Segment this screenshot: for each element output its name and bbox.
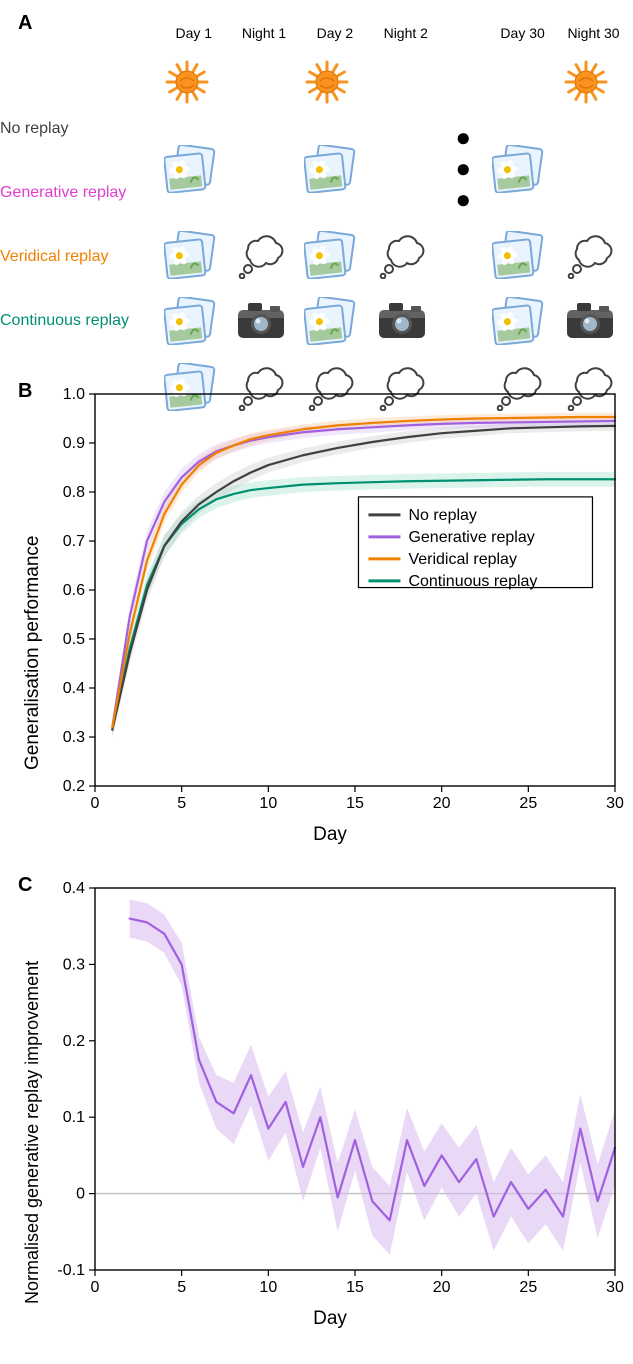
photos-icon bbox=[303, 228, 366, 282]
row-label: No replay bbox=[0, 120, 150, 138]
svg-text:0.8: 0.8 bbox=[63, 484, 85, 501]
legend-item: No replay bbox=[408, 507, 476, 524]
svg-text:0: 0 bbox=[91, 795, 100, 812]
thought-icon bbox=[374, 228, 437, 282]
camera-icon bbox=[233, 294, 296, 348]
photos-icon bbox=[491, 121, 554, 216]
panel-c-ylabel: Normalised generative replay improvement bbox=[22, 961, 43, 1304]
col-header: Day 1 bbox=[163, 24, 225, 43]
row-label: Continuous replay bbox=[0, 312, 150, 330]
panel-a: A Day 1 Night 1 Day 2 Night 2 Day 30 Night 30… bbox=[0, 10, 633, 370]
sun-icon bbox=[562, 55, 625, 109]
svg-text:0: 0 bbox=[91, 1279, 100, 1296]
moon-icon bbox=[491, 55, 554, 109]
chart-c-svg: 0 5 10 15 20 25 30 -0.1 0 0.1 0.2 0.3 0.4 bbox=[33, 874, 633, 1304]
svg-text:5: 5 bbox=[177, 795, 186, 812]
camera-icon bbox=[374, 294, 437, 348]
svg-text:0.1: 0.1 bbox=[63, 1109, 85, 1126]
photos-icon bbox=[163, 228, 225, 282]
legend-item: Veridical replay bbox=[408, 551, 517, 568]
moon-icon bbox=[233, 55, 296, 109]
svg-text:30: 30 bbox=[606, 795, 624, 812]
svg-text:0: 0 bbox=[76, 1186, 85, 1203]
panel-b-xlabel: Day bbox=[60, 824, 600, 846]
svg-text:0.5: 0.5 bbox=[63, 631, 85, 648]
svg-text:0.3: 0.3 bbox=[63, 729, 85, 746]
ellipsis-icon: ● ● ● bbox=[445, 121, 483, 216]
svg-text:10: 10 bbox=[259, 795, 277, 812]
moon-icon bbox=[374, 55, 437, 109]
photos-icon bbox=[163, 294, 225, 348]
panel-b-ylabel: Generalisation performance bbox=[22, 536, 44, 770]
svg-text:15: 15 bbox=[346, 1279, 364, 1296]
svg-text:0.9: 0.9 bbox=[63, 435, 85, 452]
camera-icon bbox=[562, 294, 625, 348]
svg-text:20: 20 bbox=[433, 1279, 451, 1296]
panel-b: B Generalisation performance 0 5 10 15 20 25 3… bbox=[0, 380, 633, 860]
col-header: Day 2 bbox=[303, 24, 366, 43]
figure: A Day 1 Night 1 Day 2 Night 2 Day 30 Night 30… bbox=[0, 0, 633, 1364]
legend-item: Continuous replay bbox=[408, 573, 537, 590]
col-header: Night 30 bbox=[562, 24, 625, 43]
svg-text:0.4: 0.4 bbox=[63, 680, 85, 697]
svg-text:10: 10 bbox=[259, 1279, 277, 1296]
thought-icon bbox=[562, 228, 625, 282]
photos-icon bbox=[163, 121, 225, 216]
sun-icon bbox=[303, 55, 366, 109]
photos-icon bbox=[491, 294, 554, 348]
svg-text:30: 30 bbox=[606, 1279, 624, 1296]
panel-c-label: C bbox=[18, 874, 32, 897]
svg-text:15: 15 bbox=[346, 795, 364, 812]
col-header: Night 1 bbox=[233, 24, 296, 43]
svg-text:5: 5 bbox=[177, 1279, 186, 1296]
row-label: Veridical replay bbox=[0, 248, 150, 266]
legend-item: Generative replay bbox=[408, 529, 534, 546]
col-header: Day 30 bbox=[491, 24, 554, 43]
row-label: Generative replay bbox=[0, 184, 150, 202]
svg-text:0.2: 0.2 bbox=[63, 778, 85, 795]
svg-text:0.4: 0.4 bbox=[63, 880, 85, 897]
thought-icon bbox=[233, 228, 296, 282]
col-header: Night 2 bbox=[374, 24, 437, 43]
svg-text:0.3: 0.3 bbox=[63, 956, 85, 973]
panel-a-label: A bbox=[18, 12, 32, 35]
svg-text:1.0: 1.0 bbox=[63, 386, 85, 403]
svg-text:25: 25 bbox=[519, 795, 537, 812]
panel-b-label: B bbox=[18, 380, 32, 403]
svg-text:20: 20 bbox=[433, 795, 451, 812]
svg-text:0.6: 0.6 bbox=[63, 582, 85, 599]
col-header bbox=[445, 24, 483, 43]
panel-c: C Normalised generative replay improveme… bbox=[0, 874, 633, 1344]
photos-icon bbox=[303, 294, 366, 348]
photos-icon bbox=[303, 121, 366, 216]
svg-text:0.7: 0.7 bbox=[63, 533, 85, 550]
photos-icon bbox=[491, 228, 554, 282]
svg-text:25: 25 bbox=[519, 1279, 537, 1296]
panel-c-xlabel: Day bbox=[60, 1308, 600, 1330]
svg-text:0.2: 0.2 bbox=[63, 1033, 85, 1050]
svg-text:-0.1: -0.1 bbox=[57, 1262, 85, 1279]
sun-icon bbox=[163, 55, 225, 109]
chart-b-svg: 0 5 10 15 20 25 30 0.2 0.3 0.4 0.5 0.6 0.7 0.8 0.9 1.0 N… bbox=[33, 380, 633, 820]
